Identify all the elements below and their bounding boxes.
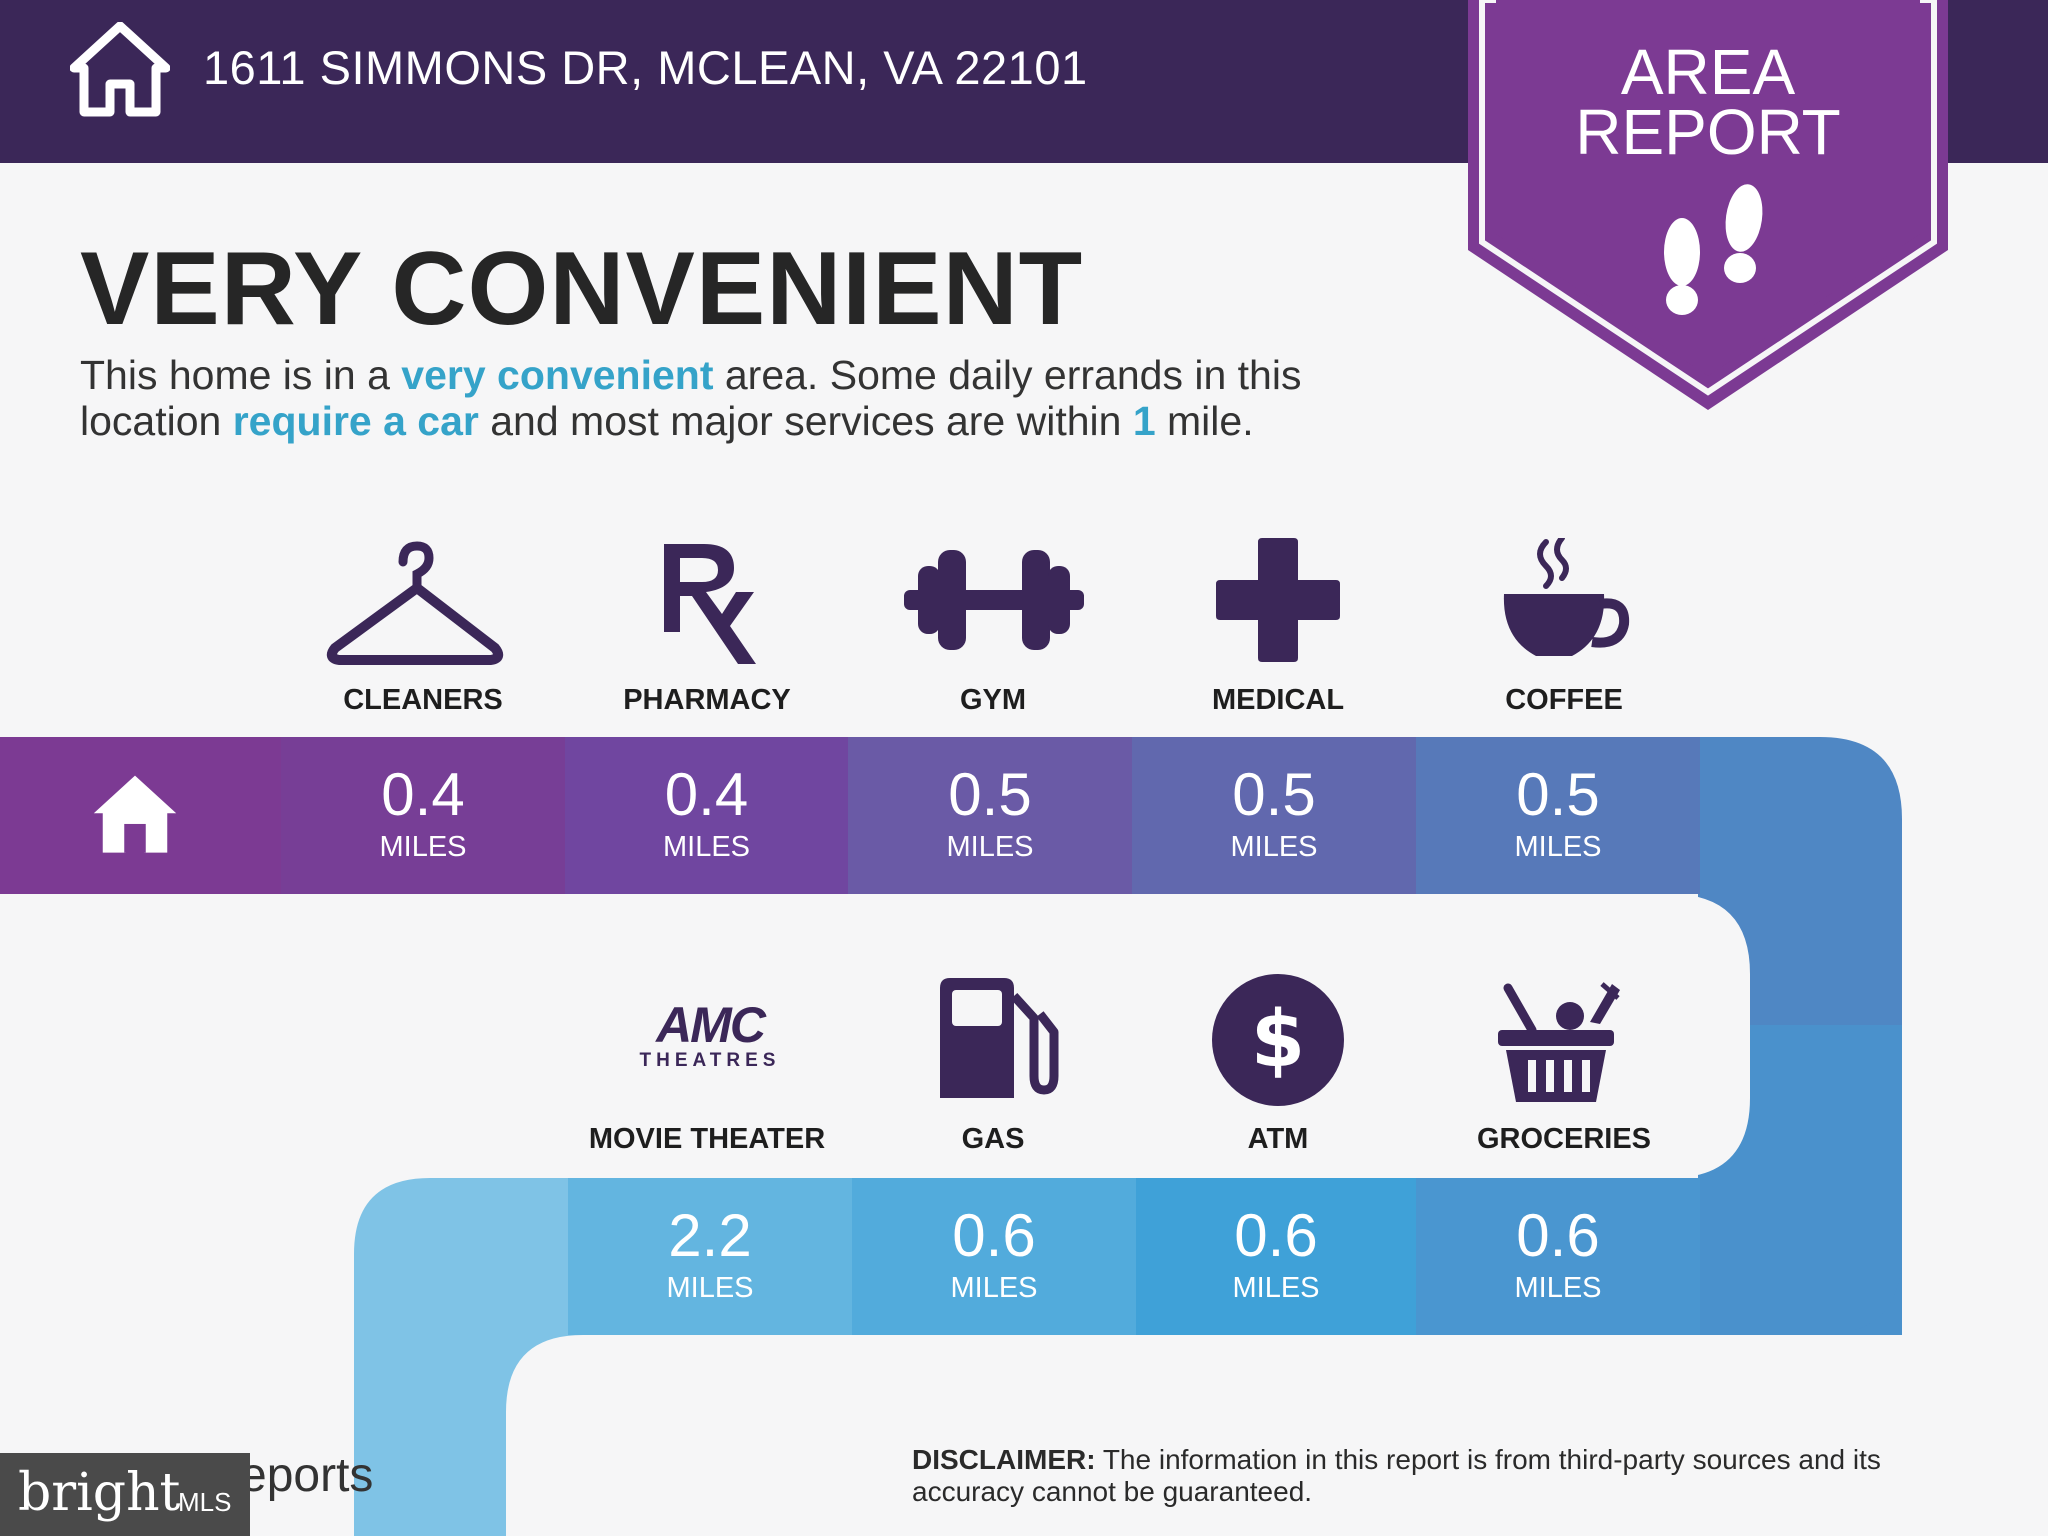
badge-line-2: REPORT <box>1575 96 1841 168</box>
mls-word: MLS <box>178 1487 232 1517</box>
desc-highlight: require a car <box>232 398 479 444</box>
distance-value: 0.5 <box>1516 761 1600 828</box>
distance-unit: MILES <box>946 831 1034 863</box>
dollar-icon: $ <box>1212 974 1344 1106</box>
badge-title: AREA REPORT <box>1468 36 1948 168</box>
home-icon <box>70 22 170 117</box>
address: 1611 SIMMONS DR, MCLEAN, VA 22101 <box>203 41 1088 94</box>
distance-unit: MILES <box>950 1272 1038 1304</box>
distance-cell-gas: 0.6 MILES <box>852 1178 1136 1335</box>
basket-icon <box>1498 982 1620 1102</box>
desc-text: This home is in a <box>80 352 402 398</box>
distance-unit: MILES <box>1230 831 1318 863</box>
svg-text:$: $ <box>1251 995 1305 1085</box>
category-label-medical: MEDICAL <box>1211 684 1345 716</box>
badge-line-1: AREA <box>1620 36 1796 108</box>
coffee-cup-icon <box>1503 538 1630 656</box>
bright-mls-watermark: bright MLS <box>0 1453 250 1536</box>
category-label-atm: ATM <box>1247 1123 1309 1155</box>
dumbbell-icon <box>904 550 1084 650</box>
footprints-icon <box>1664 184 1763 315</box>
distance-cell-coffee: 0.5 MILES <box>1416 737 1700 894</box>
distance-unit: MILES <box>1514 1272 1602 1304</box>
category-label-coffee: COFFEE <box>1505 684 1623 716</box>
description-line-2: location require a car and most major se… <box>80 398 1254 445</box>
distance-unit: MILES <box>379 831 467 863</box>
distance-value: 0.5 <box>1232 761 1316 828</box>
distance-cell-pharmacy: 0.4 MILES <box>565 737 848 894</box>
category-label-movie-theater: MOVIE THEATER <box>588 1123 826 1155</box>
distance-value: 0.6 <box>1234 1202 1318 1269</box>
category-label-pharmacy: PHARMACY <box>623 684 791 716</box>
category-label-cleaners: CLEANERS <box>343 684 503 716</box>
distance-cell-movie-theater: 2.2 MILES <box>568 1178 852 1335</box>
amc-logo-mark: AMC <box>656 997 766 1053</box>
disclaimer: DISCLAIMER: The information in this repo… <box>912 1444 1992 1508</box>
distance-unit: MILES <box>666 1272 754 1304</box>
hanger-icon <box>326 541 504 665</box>
distance-value: 2.2 <box>668 1202 752 1269</box>
disclaimer-text: The information in this report is from t… <box>912 1444 1881 1507</box>
distance-value: 0.4 <box>664 761 749 828</box>
category-label-gym: GYM <box>959 684 1027 716</box>
distance-cell-atm: 0.6 MILES <box>1136 1178 1416 1335</box>
distance-unit: MILES <box>1514 831 1602 863</box>
amc-logo: AMC THEATRES <box>630 1000 790 1072</box>
rx-icon <box>664 544 756 664</box>
desc-text: and most major services are within <box>478 398 1133 444</box>
bright-word: bright <box>18 1463 181 1523</box>
desc-text: area. Some daily errands in this <box>713 352 1302 398</box>
distance-value: 0.6 <box>1516 1202 1600 1269</box>
reports-logo-fragment: eports <box>240 1449 374 1502</box>
medical-cross-icon <box>1216 538 1340 662</box>
description-line-1: This home is in a very convenient area. … <box>80 352 1301 399</box>
distance-value: 0.5 <box>948 761 1032 828</box>
distance-cell-gym: 0.5 MILES <box>848 737 1132 894</box>
desc-text: location <box>80 398 233 444</box>
desc-highlight: very convenient <box>401 352 714 398</box>
distance-unit: MILES <box>662 831 751 863</box>
home-icon <box>93 775 177 853</box>
category-label-gas: GAS <box>961 1123 1025 1155</box>
distance-value: 0.6 <box>952 1202 1036 1269</box>
desc-text: mile. <box>1155 398 1254 444</box>
area-report-badge <box>1468 0 1948 410</box>
gas-pump-icon <box>940 978 1059 1098</box>
amc-logo-subtitle: THEATRES <box>639 1050 781 1071</box>
headline: VERY CONVENIENT <box>80 231 1084 347</box>
category-label-groceries: GROCERIES <box>1476 1123 1652 1155</box>
distance-cell-groceries: 0.6 MILES <box>1416 1178 1700 1335</box>
disclaimer-label: DISCLAIMER: <box>912 1444 1096 1475</box>
distance-cell-medical: 0.5 MILES <box>1132 737 1416 894</box>
desc-highlight: 1 <box>1132 398 1156 444</box>
distance-unit: MILES <box>1232 1272 1320 1304</box>
distance-value: 0.4 <box>381 761 465 828</box>
distance-cell-cleaners: 0.4 MILES <box>281 737 565 894</box>
